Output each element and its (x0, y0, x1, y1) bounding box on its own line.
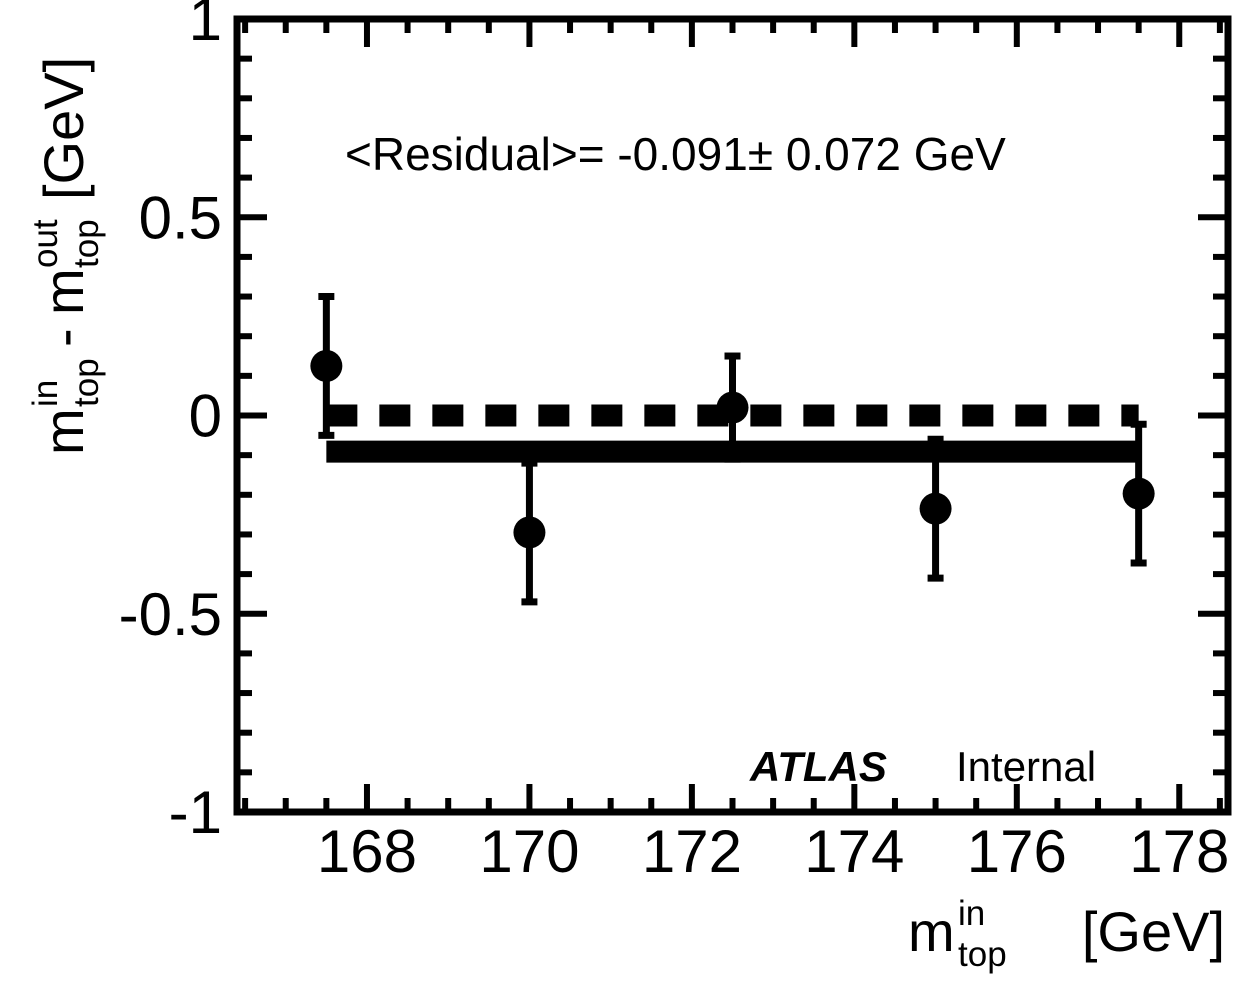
x-tick-label: 178 (1129, 818, 1229, 885)
x-tick-label: 174 (804, 818, 904, 885)
svg-text:m: m (32, 408, 95, 455)
y-tick-label: -1 (169, 779, 222, 846)
x-tick-label: 176 (967, 818, 1067, 885)
data-points (310, 293, 1155, 606)
tick-labels: 168 170 172 174 176 178 -1 -0.5 0 0.5 1 (119, 0, 1230, 885)
data-point (919, 492, 952, 525)
svg-text:out: out (26, 219, 65, 268)
y-tick-label: 0 (189, 383, 222, 450)
svg-text:in: in (26, 380, 65, 407)
y-tick-label: 1 (189, 0, 222, 53)
data-point (513, 516, 546, 549)
x-tick-label: 170 (479, 818, 579, 885)
internal-label: Internal (956, 743, 1096, 790)
svg-text:m: m (32, 268, 95, 315)
svg-text:[GeV]: [GeV] (1082, 900, 1225, 963)
svg-text:-: - (32, 328, 95, 347)
x-axis-title: m in top [GeV] (908, 894, 1225, 974)
y-axis-title: m in top - m out top [GeV] (26, 57, 106, 455)
svg-text:top: top (958, 935, 1007, 974)
svg-text:top: top (67, 358, 106, 407)
data-point (1122, 477, 1155, 510)
svg-text:m: m (908, 900, 955, 963)
data-point (716, 391, 749, 424)
x-tick-label: 172 (642, 818, 742, 885)
plot-frame (233, 15, 1232, 816)
atlas-label: ATLAS (749, 743, 887, 790)
svg-text:[GeV]: [GeV] (32, 57, 95, 200)
y-tick-label: 0.5 (139, 184, 222, 251)
residual-annotation: <Residual>= -0.091± 0.072 GeV (345, 128, 1006, 180)
svg-text:in: in (958, 894, 985, 933)
data-point (310, 349, 343, 382)
y-tick-label: -0.5 (119, 581, 222, 648)
svg-text:top: top (67, 219, 106, 268)
x-tick-label: 168 (317, 818, 417, 885)
